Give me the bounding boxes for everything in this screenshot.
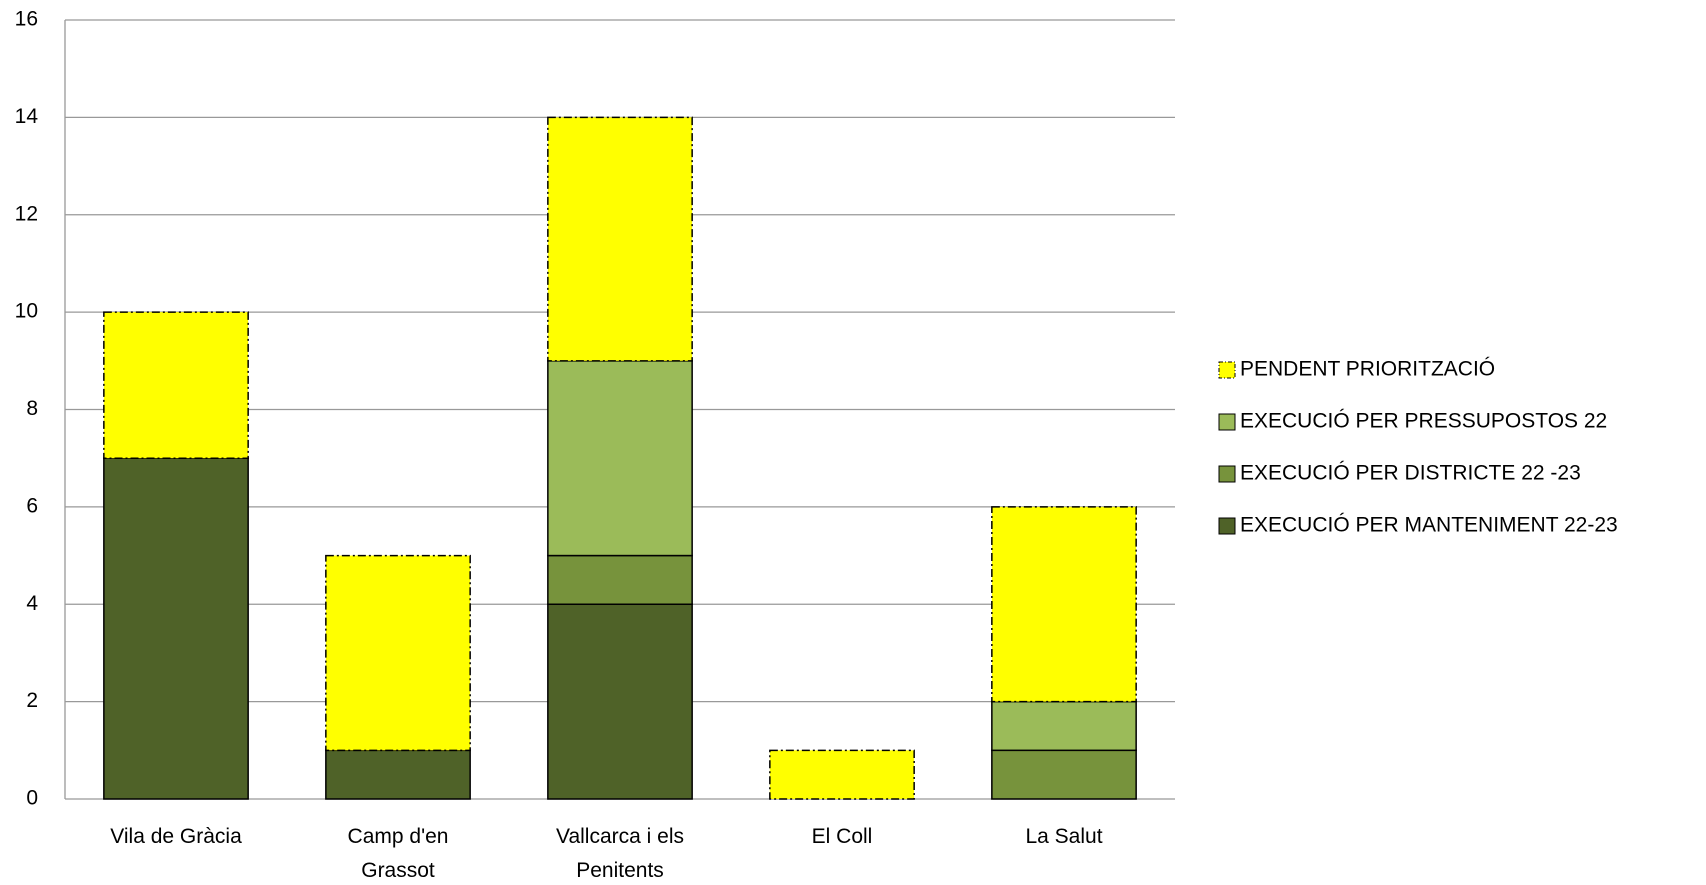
legend-label: EXECUCIÓ PER DISTRICTE 22 -23 — [1240, 462, 1581, 485]
y-tick-label: 10 — [15, 300, 38, 323]
x-tick-label: Vila de Gràcia — [110, 825, 242, 848]
bar-segment — [992, 702, 1136, 751]
bar-segment — [104, 458, 248, 799]
bar-segment — [548, 117, 692, 360]
legend-swatch — [1219, 362, 1235, 378]
chart: 0 2 4 6 8 10 12 14 16 Vila de Gràcia Camp d'enGras… — [0, 0, 1706, 885]
y-tick-label: 8 — [26, 397, 38, 420]
x-tick-label: La Salut — [1025, 825, 1102, 848]
bar-segment — [548, 361, 692, 556]
legend-swatch — [1219, 414, 1235, 430]
legend-label: PENDENT PRIORITZACIÓ — [1240, 358, 1495, 381]
legend-swatch — [1219, 466, 1235, 482]
bar-segment — [326, 750, 470, 799]
x-tick-label: El Coll — [812, 825, 873, 848]
bar-segment — [548, 556, 692, 605]
bar-segment — [548, 604, 692, 799]
bar-segment — [770, 750, 914, 799]
bar-segment — [992, 750, 1136, 799]
y-tick-label: 4 — [26, 592, 38, 615]
bar-segment — [104, 312, 248, 458]
y-tick-label: 6 — [26, 494, 38, 517]
y-tick-label: 14 — [15, 105, 39, 128]
legend-label: EXECUCIÓ PER MANTENIMENT 22-23 — [1240, 514, 1618, 537]
y-tick-label: 0 — [26, 787, 38, 810]
bar-segment — [992, 507, 1136, 702]
y-tick-label: 16 — [15, 8, 38, 31]
y-tick-label: 2 — [26, 689, 38, 712]
y-tick-label: 12 — [15, 202, 38, 225]
legend-label: EXECUCIÓ PER PRESSUPOSTOS 22 — [1240, 410, 1607, 433]
legend-swatch — [1219, 518, 1235, 534]
bar-segment — [326, 556, 470, 751]
